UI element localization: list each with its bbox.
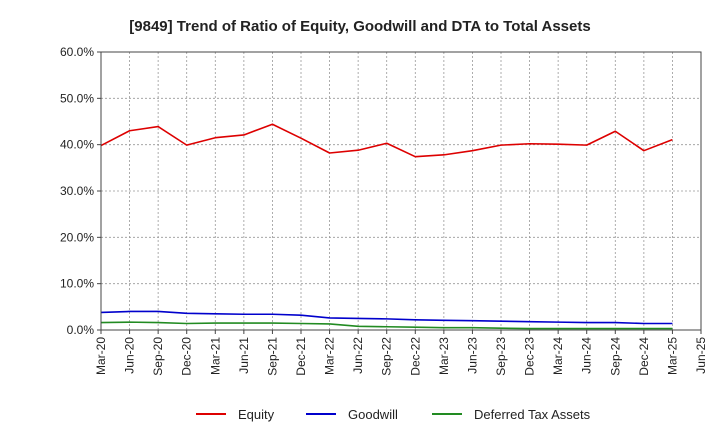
x-tick-label: Sep-20 bbox=[151, 337, 165, 376]
legend-label-goodwill: Goodwill bbox=[348, 407, 398, 422]
x-tick-label: Dec-22 bbox=[408, 337, 422, 376]
x-tick-label: Dec-23 bbox=[523, 337, 537, 376]
x-tick-label: Dec-20 bbox=[180, 337, 194, 376]
x-tick-label: Mar-21 bbox=[208, 337, 222, 375]
x-tick-label: Mar-25 bbox=[665, 337, 679, 375]
series-lines bbox=[100, 123, 673, 330]
x-tick-label: Sep-23 bbox=[494, 337, 508, 376]
series-line-deferred-tax-assets bbox=[100, 321, 673, 330]
x-tick-label: Jun-20 bbox=[123, 337, 137, 374]
y-tick-label: 0.0% bbox=[67, 323, 95, 337]
x-tick-label: Dec-21 bbox=[294, 337, 308, 376]
y-tick-label: 20.0% bbox=[60, 230, 94, 244]
x-tick-label: Sep-24 bbox=[608, 337, 622, 376]
y-tick-label: 30.0% bbox=[60, 184, 94, 198]
x-tick-label: Mar-22 bbox=[323, 337, 337, 375]
series-line-goodwill bbox=[100, 310, 673, 325]
x-tick-label: Mar-23 bbox=[437, 337, 451, 375]
x-tick-label: Dec-24 bbox=[637, 337, 651, 376]
x-tick-label: Mar-24 bbox=[551, 337, 565, 375]
legend: Equity Goodwill Deferred Tax Assets bbox=[196, 407, 591, 422]
x-tick-label: Jun-21 bbox=[237, 337, 251, 374]
x-tick-label: Jun-23 bbox=[465, 337, 479, 374]
x-tick-label: Jun-24 bbox=[580, 337, 594, 374]
x-tick-label: Jun-25 bbox=[694, 337, 708, 374]
x-tick-label: Jun-22 bbox=[351, 337, 365, 374]
chart-title: [9849] Trend of Ratio of Equity, Goodwil… bbox=[129, 18, 590, 35]
x-tick-label: Sep-22 bbox=[380, 337, 394, 376]
legend-label-equity: Equity bbox=[238, 407, 275, 422]
x-tick-label: Sep-21 bbox=[265, 337, 279, 376]
y-axis-ticks: 0.0% 10.0% 20.0% 30.0% 40.0% 50.0% 60.0% bbox=[60, 45, 101, 337]
legend-label-deferred-tax-assets: Deferred Tax Assets bbox=[474, 407, 591, 422]
y-tick-label: 10.0% bbox=[60, 277, 94, 291]
x-axis-ticks: Mar-20 Jun-20 Sep-20 Dec-20 Mar-21 Jun-21 Sep-… bbox=[94, 330, 708, 376]
series-line-equity bbox=[100, 123, 673, 158]
grid bbox=[101, 52, 701, 330]
y-tick-label: 60.0% bbox=[60, 45, 94, 59]
y-tick-label: 40.0% bbox=[60, 138, 94, 152]
x-tick-label: Mar-20 bbox=[94, 337, 108, 375]
y-tick-label: 50.0% bbox=[60, 91, 94, 105]
